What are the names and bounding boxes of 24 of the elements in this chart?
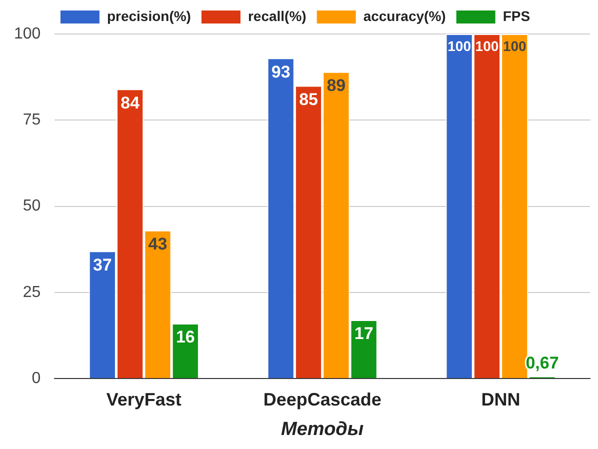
x-tick-label: VeryFast bbox=[106, 389, 182, 410]
data-label: 16 bbox=[176, 328, 195, 347]
data-label: 93 bbox=[271, 62, 290, 82]
y-tick-label: 0 bbox=[32, 370, 41, 388]
data-label: 85 bbox=[299, 90, 318, 109]
data-label: 17 bbox=[354, 324, 374, 344]
data-label: 84 bbox=[120, 93, 140, 112]
y-tick-label: 50 bbox=[22, 198, 41, 215]
data-label: 43 bbox=[148, 234, 168, 254]
data-label: 37 bbox=[92, 255, 112, 274]
x-tick-label: DNN bbox=[481, 389, 520, 410]
y-tick-label: 25 bbox=[22, 284, 41, 301]
x-axis-title: Методы bbox=[281, 418, 364, 440]
data-label: 89 bbox=[326, 76, 346, 96]
x-tick-label: DeepCascade bbox=[263, 389, 382, 410]
legend-label: precision(%) bbox=[106, 8, 191, 24]
data-label: 100 bbox=[502, 38, 527, 54]
data-label: 100 bbox=[475, 38, 499, 54]
legend-label: accuracy(%) bbox=[363, 8, 446, 24]
y-tick-label: 75 bbox=[22, 112, 41, 129]
legend-label: recall(%) bbox=[248, 8, 306, 24]
legend-label: FPS bbox=[502, 8, 530, 24]
data-label: 100 bbox=[448, 38, 472, 54]
y-tick-label: 100 bbox=[14, 25, 41, 42]
